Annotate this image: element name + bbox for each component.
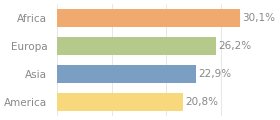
Text: 22,9%: 22,9% bbox=[198, 69, 231, 79]
Bar bbox=[57, 9, 240, 27]
Text: 20,8%: 20,8% bbox=[185, 97, 218, 107]
Text: 26,2%: 26,2% bbox=[218, 41, 251, 51]
Bar bbox=[57, 93, 183, 111]
Bar bbox=[57, 37, 216, 55]
Text: 30,1%: 30,1% bbox=[242, 13, 275, 23]
Bar bbox=[57, 65, 196, 83]
